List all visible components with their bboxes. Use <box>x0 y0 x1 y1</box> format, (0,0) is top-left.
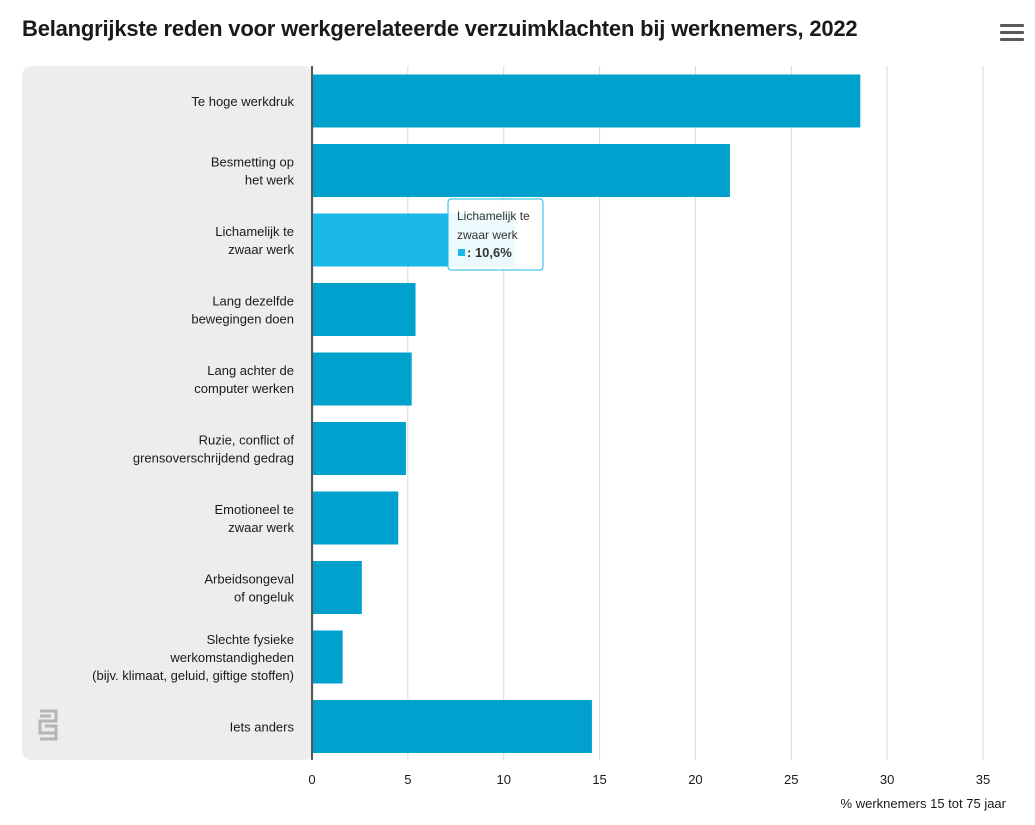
category-label: Ruzie, conflict of <box>199 433 295 448</box>
tooltip-series-marker <box>458 249 465 256</box>
category-label: zwaar werk <box>228 242 294 257</box>
bar[interactable] <box>312 144 730 197</box>
tooltip-box <box>447 198 544 271</box>
x-tick-label: 25 <box>784 772 798 787</box>
bar[interactable] <box>312 74 861 128</box>
x-tick-label: 10 <box>496 772 510 787</box>
category-label: (bijv. klimaat, geluid, giftige stoffen) <box>92 668 294 683</box>
tooltip-label-line: Lichamelijk te <box>457 209 530 223</box>
chart-title: Belangrijkste reden voor werkgerelateerd… <box>22 16 858 41</box>
tooltip: Lichamelijk te zwaar werk : 10,6% <box>447 198 544 271</box>
category-label: computer werken <box>194 381 294 396</box>
category-label: Lang achter de <box>207 363 294 378</box>
x-axis-title: % werknemers 15 tot 75 jaar <box>841 796 1007 811</box>
category-label: Lang dezelfde <box>212 294 294 309</box>
x-tick-label: 5 <box>404 772 411 787</box>
category-label: of ongeluk <box>234 590 294 605</box>
bar[interactable] <box>312 561 362 614</box>
x-tick-label: 15 <box>592 772 606 787</box>
bar[interactable] <box>312 352 412 406</box>
bar[interactable] <box>312 700 592 753</box>
bar[interactable] <box>312 630 343 684</box>
tooltip-label-line: zwaar werk <box>457 228 519 242</box>
category-label: Iets anders <box>230 720 295 735</box>
tooltip-value: : 10,6% <box>467 245 512 260</box>
category-label: Arbeidsongeval <box>204 572 294 587</box>
category-label-panel <box>22 66 314 760</box>
category-label: Slechte fysieke <box>207 632 294 647</box>
bar[interactable] <box>312 422 406 475</box>
category-label: Lichamelijk te <box>215 224 294 239</box>
x-tick-label: 0 <box>308 772 315 787</box>
x-tick-label: 35 <box>976 772 990 787</box>
category-label: Besmetting op <box>211 155 294 170</box>
category-label: bewegingen doen <box>191 312 294 327</box>
category-label: Emotioneel te <box>215 502 295 517</box>
category-label: het werk <box>245 173 295 188</box>
x-tick-label: 30 <box>880 772 894 787</box>
category-label: grensoverschrijdend gedrag <box>133 451 294 466</box>
bar[interactable] <box>312 491 399 545</box>
menu-icon[interactable] <box>1000 24 1024 46</box>
bar[interactable] <box>312 283 416 336</box>
category-label: werkomstandigheden <box>169 650 294 665</box>
cbs-logo-icon <box>38 709 58 741</box>
category-label: zwaar werk <box>228 520 294 535</box>
x-tick-label: 20 <box>688 772 702 787</box>
category-label: Te hoge werkdruk <box>191 94 294 109</box>
